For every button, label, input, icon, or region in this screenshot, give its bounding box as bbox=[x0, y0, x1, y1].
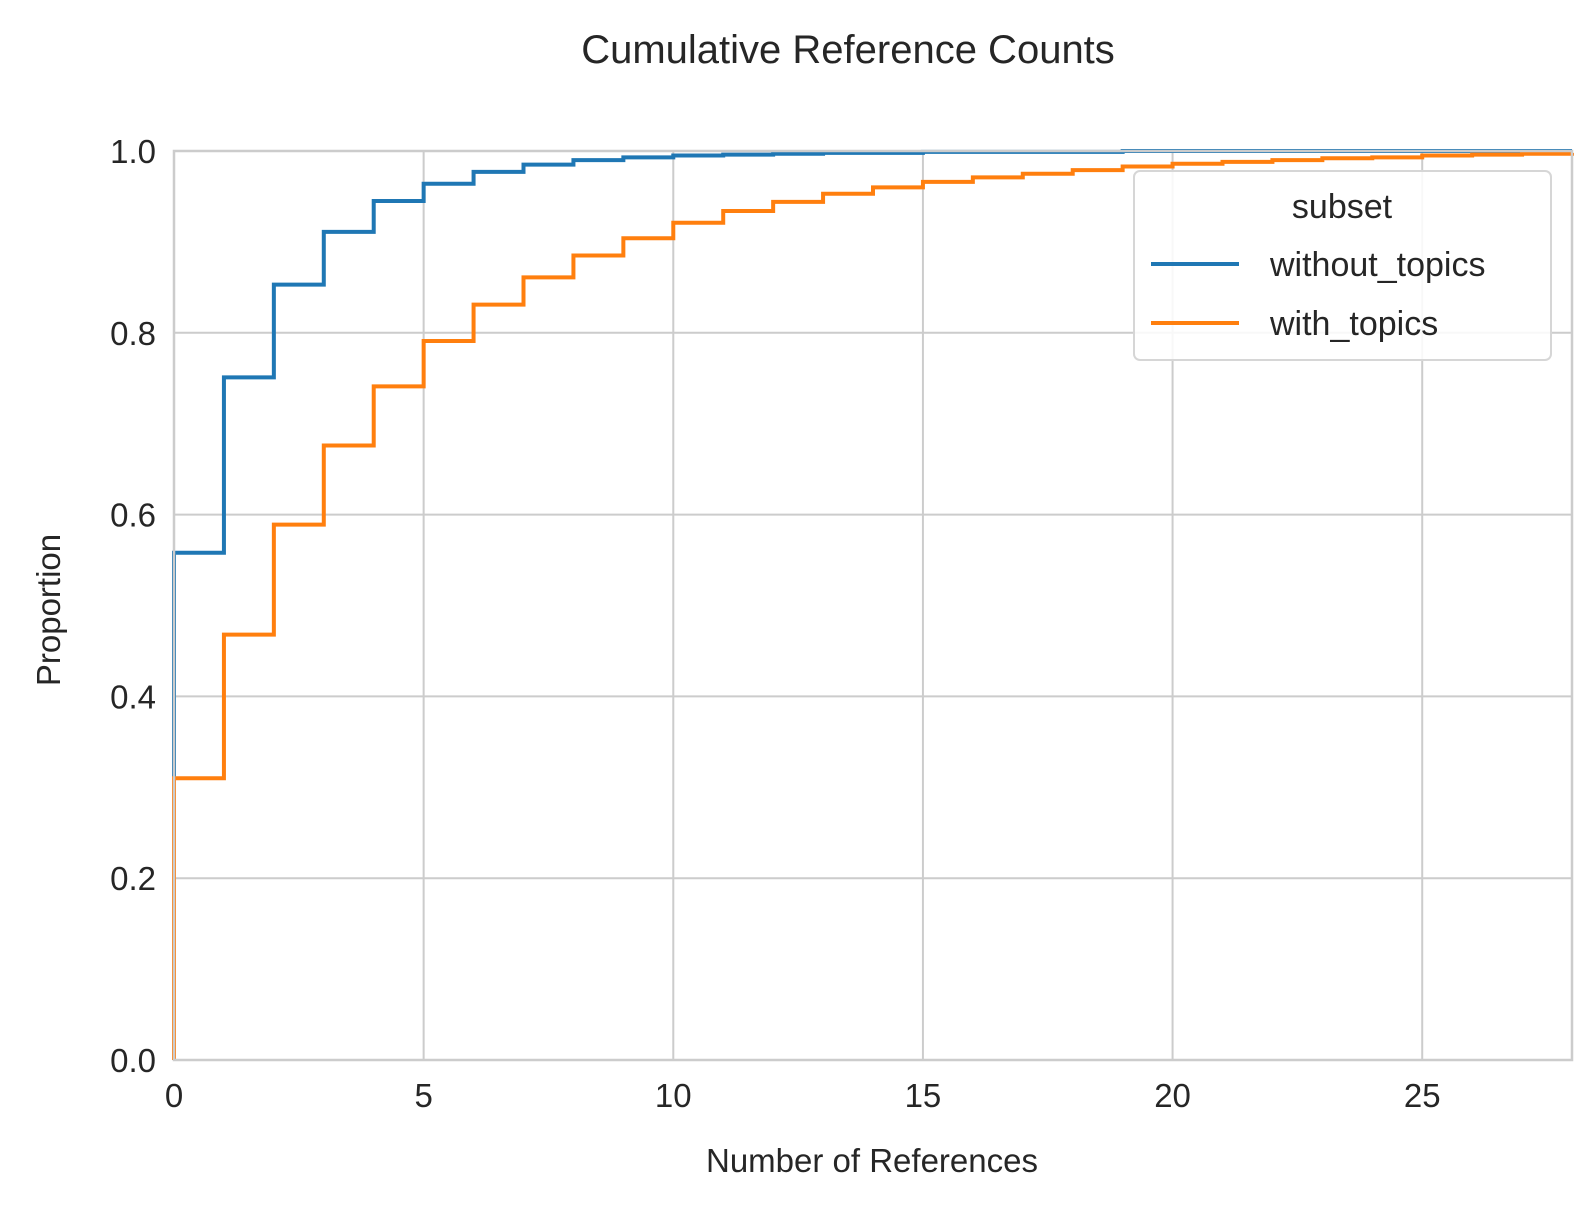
legend-label-without-topics: without_topics bbox=[1269, 246, 1485, 284]
x-tick-label: 20 bbox=[1154, 1077, 1191, 1114]
x-tick-labels: 0 5 10 15 20 25 bbox=[165, 1077, 1441, 1114]
y-tick-labels: 0.0 0.2 0.4 0.6 0.8 1.0 bbox=[110, 133, 156, 1079]
y-tick-label: 0.4 bbox=[110, 678, 156, 715]
x-axis-label: Number of References bbox=[706, 1142, 1038, 1179]
y-axis-label: Proportion bbox=[30, 534, 67, 686]
y-tick-label: 0.2 bbox=[110, 860, 156, 897]
legend-title: subset bbox=[1292, 188, 1393, 226]
x-tick-label: 10 bbox=[655, 1077, 692, 1114]
y-tick-label: 0.6 bbox=[110, 497, 156, 534]
plot-frame bbox=[172, 149, 1574, 1062]
chart-title: Cumulative Reference Counts bbox=[581, 28, 1115, 72]
y-tick-label: 0.8 bbox=[110, 315, 156, 352]
legend-entries: without_topics with_topics bbox=[1151, 246, 1485, 343]
y-tick-label: 1.0 bbox=[110, 133, 156, 170]
x-tick-label: 0 bbox=[165, 1077, 183, 1114]
legend: subset without_topics with_topics bbox=[1133, 170, 1552, 361]
legend-box bbox=[1133, 170, 1552, 361]
y-tick-label: 0.0 bbox=[110, 1042, 156, 1079]
x-tick-label: 5 bbox=[414, 1077, 432, 1114]
legend-label-with-topics: with_topics bbox=[1269, 305, 1438, 343]
x-tick-label: 25 bbox=[1404, 1077, 1441, 1114]
x-tick-label: 15 bbox=[905, 1077, 942, 1114]
series-line-with-topics bbox=[172, 151, 1574, 1060]
